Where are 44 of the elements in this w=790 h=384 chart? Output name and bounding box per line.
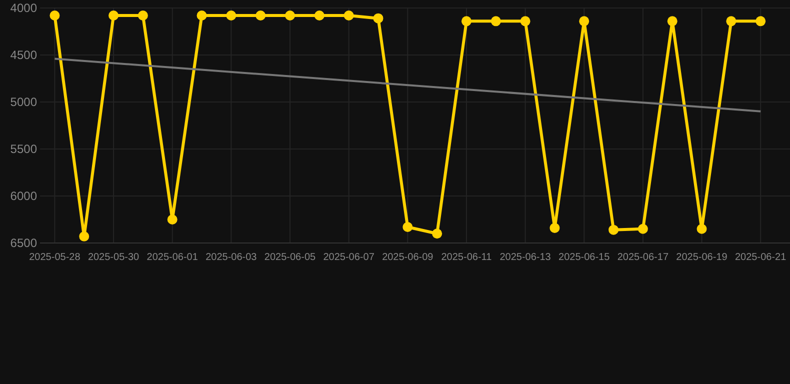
x-tick-label: 2025-06-19 [676, 252, 728, 263]
point [638, 224, 648, 234]
point [667, 16, 678, 26]
point [79, 231, 90, 242]
x-tick-label: 2025-06-07 [323, 252, 375, 263]
x-tick-label: 2025-06-05 [264, 252, 316, 263]
point [196, 10, 207, 21]
x-tick-label: 2025-06-09 [382, 252, 434, 263]
y-tick-label: 6500 [10, 236, 38, 250]
point [373, 13, 384, 24]
x-tick-label: 2025-05-28 [29, 252, 81, 263]
point [50, 10, 60, 21]
point [402, 222, 413, 232]
point [285, 10, 295, 21]
point [226, 10, 236, 21]
x-tick-label: 2025-06-21 [735, 252, 787, 263]
point [461, 16, 472, 26]
point [108, 10, 119, 21]
point [490, 16, 501, 26]
x-tick-label: 2025-05-30 [88, 252, 140, 263]
point [314, 10, 324, 21]
point [138, 10, 148, 21]
x-tick-label: 2025-06-17 [617, 252, 669, 263]
y-tick-label: 5500 [10, 142, 38, 156]
point [696, 224, 707, 234]
point [756, 16, 766, 26]
x-tick-label: 2025-06-13 [500, 252, 552, 263]
point [256, 10, 266, 21]
point [167, 214, 178, 224]
y-tick-label: 5000 [10, 95, 38, 110]
y-tick-label: 4000 [10, 1, 38, 16]
point [432, 228, 442, 239]
point [520, 16, 530, 26]
x-tick-label: 2025-06-11 [441, 252, 492, 263]
y-tick-label: 4500 [10, 48, 38, 62]
y-tick-label: 6000 [10, 189, 38, 204]
point [550, 222, 560, 233]
point [579, 16, 590, 26]
x-tick-label: 2025-06-03 [206, 252, 258, 263]
point [344, 10, 354, 21]
x-tick-label: 2025-06-01 [146, 252, 198, 263]
point [608, 224, 619, 235]
point [726, 16, 736, 26]
x-tick-label: 2025-06-15 [558, 252, 610, 263]
